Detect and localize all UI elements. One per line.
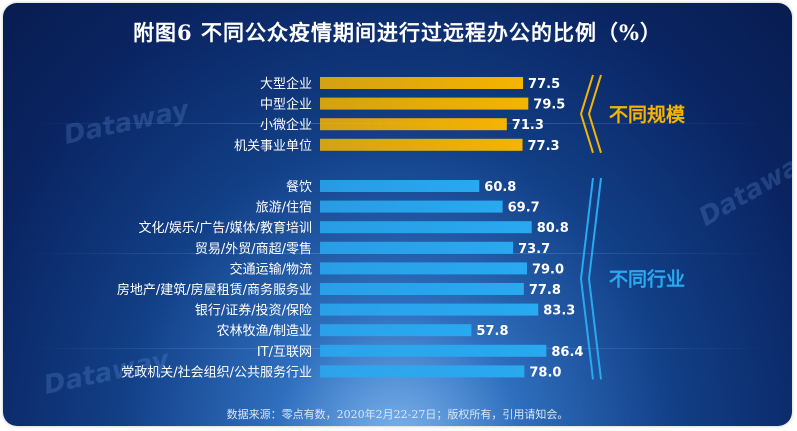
bar — [320, 344, 547, 357]
chart-title: 附图6 不同公众疫情期间进行过远程办公的比例（%） — [133, 20, 662, 45]
group-bracket — [587, 74, 602, 154]
category-label: 房地产/建筑/房屋租赁/商务服务业 — [117, 282, 312, 298]
data-label: 71.3 — [512, 118, 544, 133]
data-label: 86.4 — [551, 345, 583, 360]
bar — [320, 118, 507, 131]
category-label: 银行/证券/投资/保险 — [195, 303, 312, 319]
bar — [320, 262, 527, 275]
bar — [320, 303, 539, 316]
group-bracket — [579, 177, 594, 380]
data-label: 77.3 — [528, 139, 560, 154]
data-label: 83.3 — [543, 304, 575, 319]
group-label: 不同行业 — [609, 268, 685, 291]
category-label: IT/互联网 — [257, 345, 312, 360]
category-label: 大型企业 — [260, 76, 312, 92]
category-label: 机关事业单位 — [234, 139, 312, 154]
data-label: 77.8 — [529, 283, 561, 298]
bar — [320, 97, 529, 110]
category-label: 旅游/住宿 — [256, 200, 312, 216]
category-label: 农林牧渔/制造业 — [217, 324, 312, 339]
group-bracket — [579, 74, 594, 154]
bar — [320, 77, 524, 89]
group-label: 不同规模 — [609, 103, 686, 126]
data-label: 79.0 — [532, 262, 564, 277]
category-label: 中型企业 — [260, 97, 312, 113]
data-label: 60.8 — [484, 180, 516, 195]
bar — [320, 200, 503, 213]
data-label: 78.0 — [529, 365, 561, 380]
bar — [320, 283, 524, 295]
category-label: 文化/娱乐/广告/媒体/教育培训 — [138, 220, 312, 236]
category-label: 餐饮 — [286, 179, 312, 195]
bar — [320, 365, 525, 378]
bar — [320, 324, 472, 337]
data-label: 57.8 — [476, 324, 508, 339]
chart-frame: Dataway Dataway Dataway 附图6 不同公众疫情期间进行过远… — [3, 3, 792, 426]
category-label: 交通运输/物流 — [230, 261, 312, 277]
bar — [320, 138, 523, 151]
category-label: 小微企业 — [260, 117, 312, 133]
bar-chart: 大型企业 77.5 中型企业 79.5 小微企业 71.3 机关事业单位 77.3 不同规模餐饮… — [117, 74, 686, 380]
data-source-note: 数据来源：零点有数，2020年2月22-27日；版权所有，引用请知会。 — [226, 408, 569, 421]
bar — [320, 180, 480, 192]
category-label: 党政机关/社会组织/公共服务行业 — [121, 364, 312, 380]
bar — [320, 221, 532, 234]
bar — [320, 241, 514, 254]
data-label: 77.5 — [528, 77, 560, 92]
data-label: 69.7 — [508, 201, 540, 216]
data-label: 73.7 — [518, 242, 550, 257]
data-label: 79.5 — [533, 98, 565, 113]
group-bracket — [587, 177, 602, 380]
category-label: 贸易/外贸/商超/零售 — [195, 241, 312, 257]
data-label: 80.8 — [537, 221, 569, 236]
